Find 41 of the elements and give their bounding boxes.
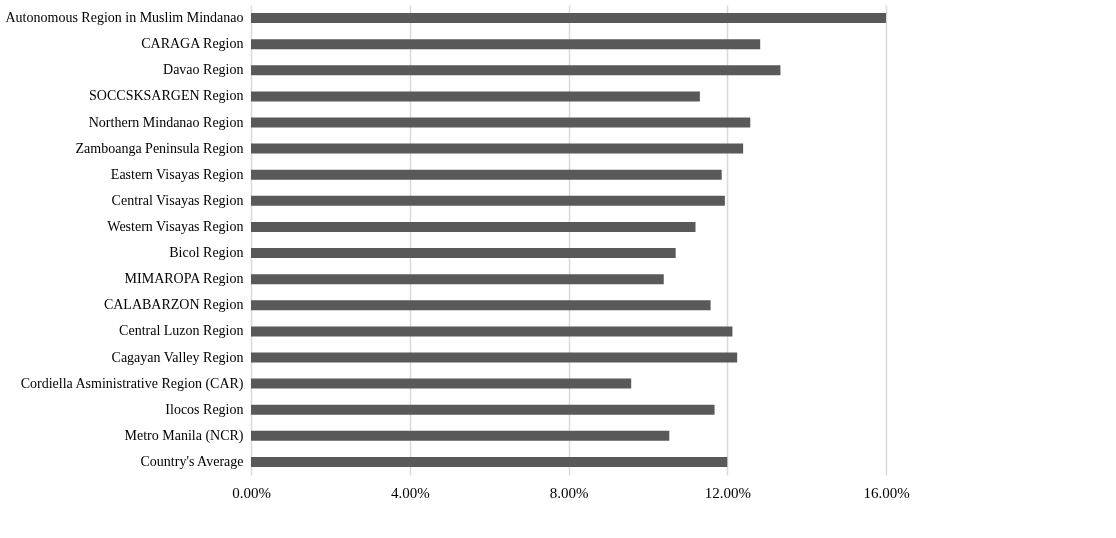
bar: [251, 169, 722, 180]
bar: [251, 248, 676, 259]
y-tick-label: Bicol Region: [169, 245, 244, 261]
x-tick-label: 0.00%: [232, 484, 271, 501]
bar: [251, 91, 700, 102]
y-tick-label: Eastern Visayas Region: [110, 166, 244, 182]
y-tick-label: Ilocos Region: [165, 401, 244, 417]
bar: [251, 143, 744, 154]
y-tick-label: SOCCSKSARGEN Region: [89, 88, 244, 104]
bar: [251, 404, 715, 415]
bar: [251, 13, 886, 24]
y-tick-label: Central Luzon Region: [119, 323, 244, 339]
bar: [251, 39, 761, 50]
y-tick-label: Central Visayas Region: [111, 192, 244, 208]
bar: [251, 221, 696, 232]
bar: [251, 117, 751, 128]
bar: [251, 326, 733, 337]
x-tick-label: 16.00%: [863, 484, 910, 501]
y-tick-label: Cordiella Asministrative Region (CAR): [20, 375, 244, 392]
y-tick-label: CARAGA Region: [141, 36, 244, 52]
bar: [251, 456, 728, 467]
y-tick-label: Zamboanga Peninsula Region: [75, 140, 244, 156]
x-tick-label: 12.00%: [704, 484, 751, 501]
bar: [251, 300, 711, 311]
y-tick-label: Northern Mindanao Region: [88, 114, 244, 130]
y-tick-label: Country's Average: [140, 453, 244, 469]
y-tick-label: MIMAROPA Region: [124, 271, 244, 287]
bar: [251, 65, 781, 76]
bar: [251, 274, 664, 285]
x-tick-label: 8.00%: [549, 484, 589, 501]
y-tick-label: Western Visayas Region: [107, 218, 244, 234]
bar: [251, 430, 670, 441]
bar: [251, 378, 632, 389]
y-tick-label: Autonomous Region in Muslim Mindanao: [5, 10, 244, 26]
bar: [251, 352, 738, 363]
y-tick-label: Davao Region: [163, 62, 244, 78]
x-tick-label: 4.00%: [390, 484, 430, 501]
y-tick-label: Metro Manila (NCR): [124, 427, 244, 444]
bar: [251, 195, 725, 206]
y-tick-label: CALABARZON Region: [103, 297, 244, 313]
y-tick-label: Cagayan Valley Region: [111, 349, 244, 365]
